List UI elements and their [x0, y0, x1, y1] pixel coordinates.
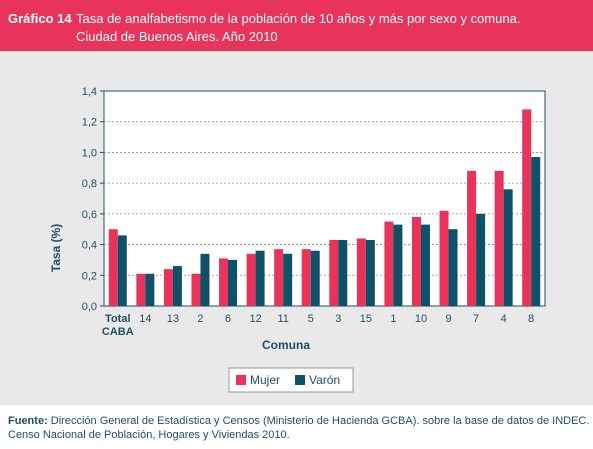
x-tick-label: 10 [415, 313, 427, 325]
source-line-1: Fuente: Dirección General de Estadística… [8, 415, 589, 427]
legend-swatch-mujer [236, 375, 246, 385]
x-tick-label: 13 [167, 313, 179, 325]
figure-label: Gráfico 14 [8, 11, 72, 26]
bar-mujer [191, 273, 201, 306]
y-axis: 0,0 0,2 0,4 0,6 0,8 1,0 1,2 1,4 [82, 86, 104, 313]
legend-label-varon: Varón [309, 373, 340, 387]
y-tick-label: 0,4 [82, 240, 97, 252]
bar-varon [283, 253, 293, 306]
figure-header: Gráfico 14 Tasa de analfabetismo de la p… [0, 0, 593, 51]
x-tick-label: 4 [501, 313, 507, 325]
bar-varon [420, 224, 430, 306]
legend-label-mujer: Mujer [250, 373, 280, 387]
y-tick-label: 0,0 [82, 301, 97, 313]
x-tick-label: 6 [225, 313, 231, 325]
x-tick-label: 1 [390, 313, 396, 325]
bar-varon [255, 250, 265, 306]
bar-varon [200, 253, 210, 306]
y-tick-label: 0,6 [82, 209, 97, 221]
bar-mujer [163, 269, 173, 306]
bar-mujer [108, 229, 118, 306]
bar-mujer [219, 258, 229, 306]
y-tick-label: 1,4 [82, 86, 97, 98]
legend-swatch-varon [295, 375, 305, 385]
bar-varon [117, 235, 127, 306]
x-tick-label: 12 [249, 313, 261, 325]
bar-mujer [136, 273, 146, 306]
bar-varon [228, 259, 238, 306]
bar-varon [393, 224, 403, 306]
x-tick-label: 14 [139, 313, 151, 325]
source-label: Fuente: [8, 415, 48, 427]
bar-mujer [411, 216, 421, 306]
bar-varon [448, 229, 458, 306]
x-tick-label: 5 [308, 313, 314, 325]
y-tick-label: 1,2 [82, 117, 97, 129]
x-tick-label: 3 [335, 313, 341, 325]
y-tick-label: 0,2 [82, 270, 97, 282]
bar-varon [145, 273, 155, 306]
legend-box [228, 367, 354, 393]
y-axis-title: Tasa (%) [49, 224, 63, 272]
x-tick-label: 2 [197, 313, 203, 325]
bar-varon [531, 157, 541, 306]
figure-footer: Fuente: Dirección General de Estadística… [0, 405, 593, 449]
source-text: Dirección General de Estadística y Censo… [50, 415, 590, 427]
bar-varon [172, 266, 182, 306]
bar-varon [476, 213, 486, 306]
bar-mujer [301, 249, 311, 306]
bar-mujer [329, 239, 339, 306]
x-tick-label: 11 [277, 313, 288, 325]
source-line-2: Censo Nacional de Población, Hogares y V… [8, 429, 290, 441]
x-axis-title: Comuna [262, 338, 310, 352]
bar-mujer [467, 170, 477, 306]
bar-varon [310, 250, 320, 306]
x-tick-label: 7 [473, 313, 479, 325]
legend: Mujer Varón [228, 367, 354, 393]
bar-mujer [522, 109, 532, 306]
bar-varon [503, 189, 513, 306]
bar-varon [365, 239, 375, 306]
x-tick-label: Total [105, 313, 130, 325]
bar-mujer [439, 210, 449, 306]
chart-subtitle: Ciudad de Buenos Aires. Año 2010 [76, 29, 278, 44]
x-tick-label: 15 [360, 313, 372, 325]
x-tick-label: CABA [102, 326, 134, 338]
bar-mujer [274, 249, 284, 306]
x-tick-label: 8 [528, 313, 534, 325]
y-tick-label: 1,0 [82, 147, 97, 159]
bar-varon [338, 239, 348, 306]
chart-title: Tasa de analfabetismo de la población de… [76, 11, 521, 26]
bar-mujer [246, 253, 256, 306]
bars [108, 109, 541, 306]
y-tick-label: 0,8 [82, 178, 97, 190]
bar-mujer [356, 238, 366, 306]
bar-mujer [494, 170, 504, 306]
x-tick-label: 9 [445, 313, 451, 325]
bar-mujer [384, 221, 394, 306]
